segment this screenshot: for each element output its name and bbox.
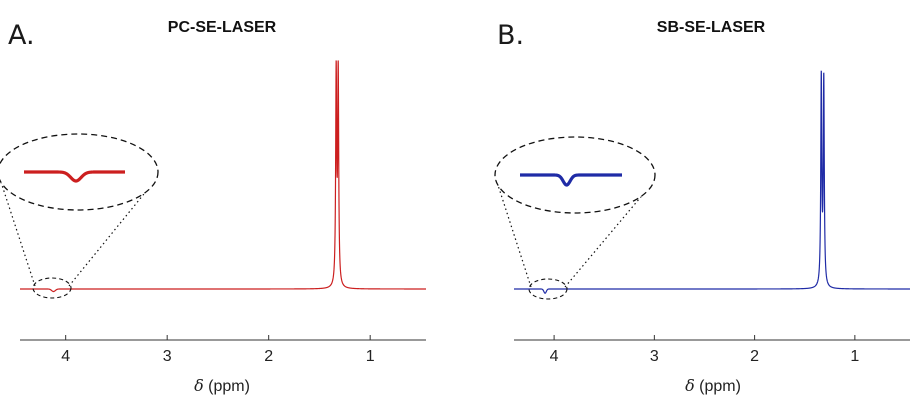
panel-a-zoom-region [32,277,72,299]
panel-b-letter: B. [497,20,524,51]
panel-a-title: PC-SE-LASER [168,19,277,36]
panel-a-zoom-connector-right [68,188,149,287]
panel-b-xlabel-unit: (ppm) [699,378,741,395]
panel-a-x-tick-label: 4 [61,348,70,365]
panel-b: B. SB-SE-LASER δ (ppm) 4 3 2 1 [494,19,910,395]
panel-a-xlabel: δ (ppm) [194,376,250,395]
panel-a: A. PC-SE-LASER δ (ppm) 4 3 2 1 [0,19,426,395]
panel-b-inset-trace [518,173,624,187]
panel-b-xlabel-symbol: δ [685,376,695,395]
panel-a-xlabel-symbol: δ [194,376,204,395]
panel-b-spectrum-line [514,70,910,294]
panel-a-zoom-connector-left [0,177,36,287]
panel-b-x-tick-label: 2 [750,348,759,365]
panel-a-inset-trace [22,170,127,183]
panel-a-xlabel-unit: (ppm) [208,378,250,395]
panel-a-x-tick-label: 1 [366,348,375,365]
panel-b-zoom-connector-left [495,178,532,288]
panel-b-title: SB-SE-LASER [657,19,766,36]
panel-a-spectrum-line [20,60,426,293]
panel-b-x-tick-label: 1 [850,348,859,365]
panel-a-letter: A. [8,20,35,51]
panel-b-x-tick-label: 4 [550,348,559,365]
panel-a-x-tick-label: 3 [163,348,172,365]
panel-b-x-tick-label: 3 [650,348,659,365]
panel-b-zoom-region [528,278,568,300]
panel-a-inset-ellipse [0,133,159,211]
panel-a-x-tick-label: 2 [264,348,273,365]
panel-b-xlabel: δ (ppm) [685,376,741,395]
